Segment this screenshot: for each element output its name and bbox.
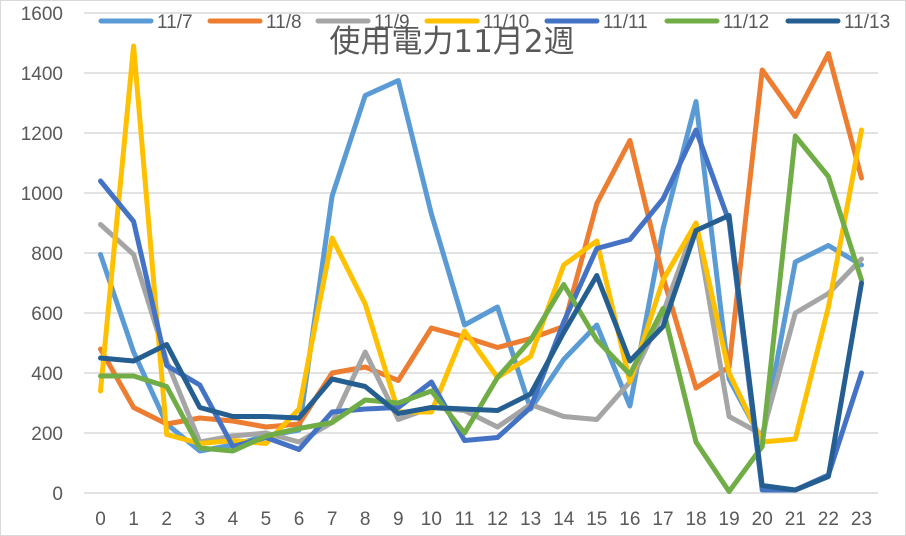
x-tick-label: 0 [95, 509, 106, 530]
legend-label: 11/9 [374, 12, 410, 33]
x-tick-label: 2 [161, 509, 172, 530]
x-tick-label: 23 [851, 509, 872, 530]
legend-label: 11/7 [157, 12, 193, 33]
series-line-11-13 [98, 213, 864, 493]
legend-label: 11/8 [266, 12, 302, 33]
y-tick-label: 400 [31, 364, 63, 385]
x-tick-label: 7 [327, 509, 338, 530]
y-tick-label: 200 [31, 424, 63, 445]
series-line-11-7 [98, 78, 864, 454]
gridlines [84, 12, 878, 494]
chart-title: 使用電力11月2週 [329, 24, 574, 60]
y-tick-label: 1200 [21, 124, 63, 145]
x-tick-label: 13 [520, 509, 541, 530]
legend-label: 11/10 [483, 12, 529, 33]
x-tick-label: 16 [619, 509, 640, 530]
x-tick-label: 19 [719, 509, 740, 530]
x-tick-label: 11 [455, 509, 475, 530]
legend-label: 11/13 [844, 12, 890, 33]
series-lines [98, 43, 864, 494]
x-tick-label: 8 [360, 509, 371, 530]
y-tick-label: 800 [31, 244, 63, 265]
x-tick-label: 17 [652, 509, 673, 530]
x-tick-label: 21 [785, 509, 806, 530]
x-tick-label: 14 [553, 509, 575, 530]
x-axis-ticks: 0 1 2 3 4 5 6 7 8 9 10 11 12 13 14 15 16 17 18 19 20 21 22 23 [95, 509, 872, 530]
series-line-11-8 [98, 51, 864, 430]
x-tick-label: 9 [393, 509, 404, 530]
y-tick-label: 1000 [21, 184, 63, 205]
legend-label: 11/11 [603, 12, 648, 33]
x-tick-label: 5 [261, 509, 272, 530]
x-tick-label: 22 [818, 509, 839, 530]
x-tick-label: 20 [752, 509, 773, 530]
y-axis-ticks: 0 200 400 600 800 1000 1200 1400 1600 [21, 4, 63, 505]
x-tick-label: 3 [195, 509, 206, 530]
x-tick-label: 6 [294, 509, 305, 530]
x-tick-label: 15 [586, 509, 607, 530]
x-tick-label: 1 [128, 509, 139, 530]
x-tick-label: 18 [685, 509, 706, 530]
legend-label: 11/12 [723, 12, 769, 33]
y-tick-label: 1400 [21, 64, 63, 85]
y-tick-label: 0 [52, 484, 63, 505]
x-tick-label: 12 [487, 509, 508, 530]
y-tick-label: 600 [31, 304, 63, 325]
x-tick-label: 4 [228, 509, 239, 530]
x-tick-label: 10 [421, 509, 442, 530]
series-line-11-12 [98, 133, 864, 494]
y-tick-label: 1600 [21, 4, 63, 25]
legend: 11/7 11/8 11/9 11/10 11/11 11/12 11/13 [98, 12, 890, 33]
